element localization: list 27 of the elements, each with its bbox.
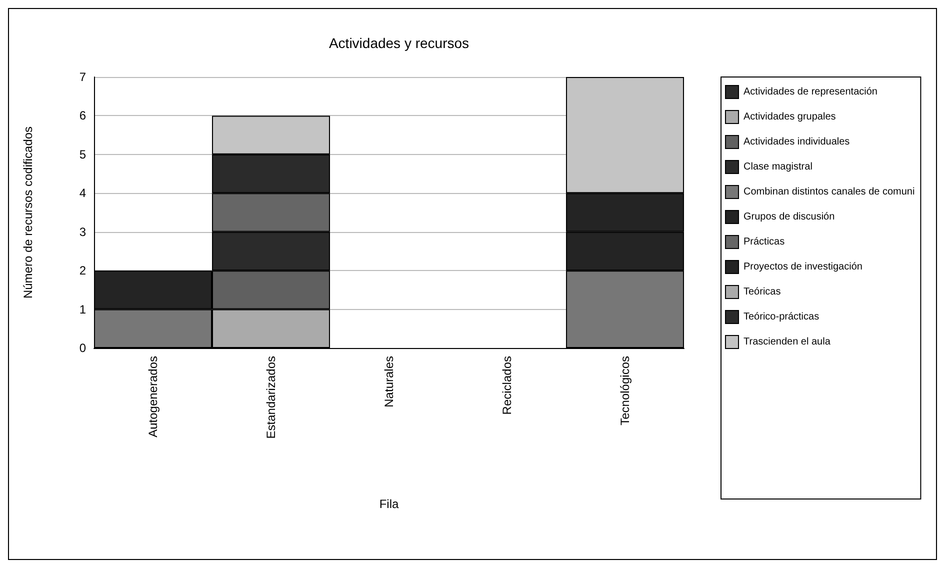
x-axis-title: Fila [379,497,399,511]
legend-label: Actividades grupales [744,112,836,122]
y-axis-title: Número de recursos codificados [21,126,35,299]
y-tick-label: 2 [79,264,86,278]
chart-title: Actividades y recursos [328,35,470,51]
legend-label: Clase magistral [744,162,812,172]
y-tick-label: 0 [79,341,86,355]
legend-label: Trascienden el aula [744,336,831,348]
y-tick-label: 3 [79,224,86,239]
x-tick-label: Tecnológicos [618,356,632,426]
y-tick-label: 6 [79,108,86,123]
legend-label: Combinan distintos canales de comuni [744,186,915,198]
legend-label: Teóricas [744,286,781,298]
y-tick-label: 1 [79,302,86,316]
x-tick-label: Estandarizados [264,356,278,439]
legend-label: Teórico-prácticas [744,312,820,322]
legend-label: Grupos de discusión [744,212,835,222]
y-tick-label: 7 [79,70,86,84]
legend-label: Prácticas [744,236,785,248]
legend-label: Actividades individuales [744,136,850,148]
legend-label: Proyectos de investigación [744,262,862,272]
y-tick-label: 5 [79,147,86,162]
x-tick-label: Naturales [382,356,396,408]
y-tick-label: 4 [79,186,86,200]
x-tick-label: Reciclados [500,356,514,415]
legend-label: Actividades de representación [744,86,878,98]
x-tick-label: Autogenerados [146,356,160,438]
